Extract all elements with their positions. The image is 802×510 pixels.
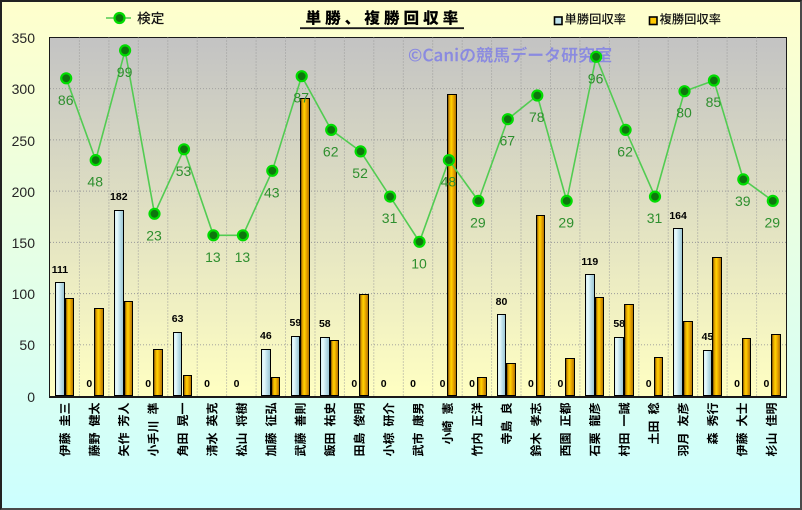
svg-text:29: 29 [558,214,574,230]
svg-text:78: 78 [529,109,545,125]
svg-text:10: 10 [411,255,427,271]
svg-text:31: 31 [647,210,663,226]
svg-text:96: 96 [588,70,604,86]
svg-text:53: 53 [176,163,192,179]
svg-text:43: 43 [264,184,280,200]
svg-text:31: 31 [382,210,398,226]
svg-text:23: 23 [146,227,162,243]
svg-text:13: 13 [205,249,221,265]
svg-text:29: 29 [765,214,781,230]
svg-text:62: 62 [323,143,339,159]
svg-text:67: 67 [500,133,516,149]
svg-text:52: 52 [352,165,368,181]
svg-text:99: 99 [117,64,133,80]
svg-text:85: 85 [706,94,722,110]
svg-text:80: 80 [676,105,692,121]
svg-text:87: 87 [293,90,309,106]
svg-text:13: 13 [235,249,251,265]
svg-text:62: 62 [617,143,633,159]
svg-text:39: 39 [735,193,751,209]
svg-text:48: 48 [441,174,457,190]
svg-text:86: 86 [58,92,74,108]
svg-text:29: 29 [470,214,486,230]
svg-text:48: 48 [87,174,103,190]
